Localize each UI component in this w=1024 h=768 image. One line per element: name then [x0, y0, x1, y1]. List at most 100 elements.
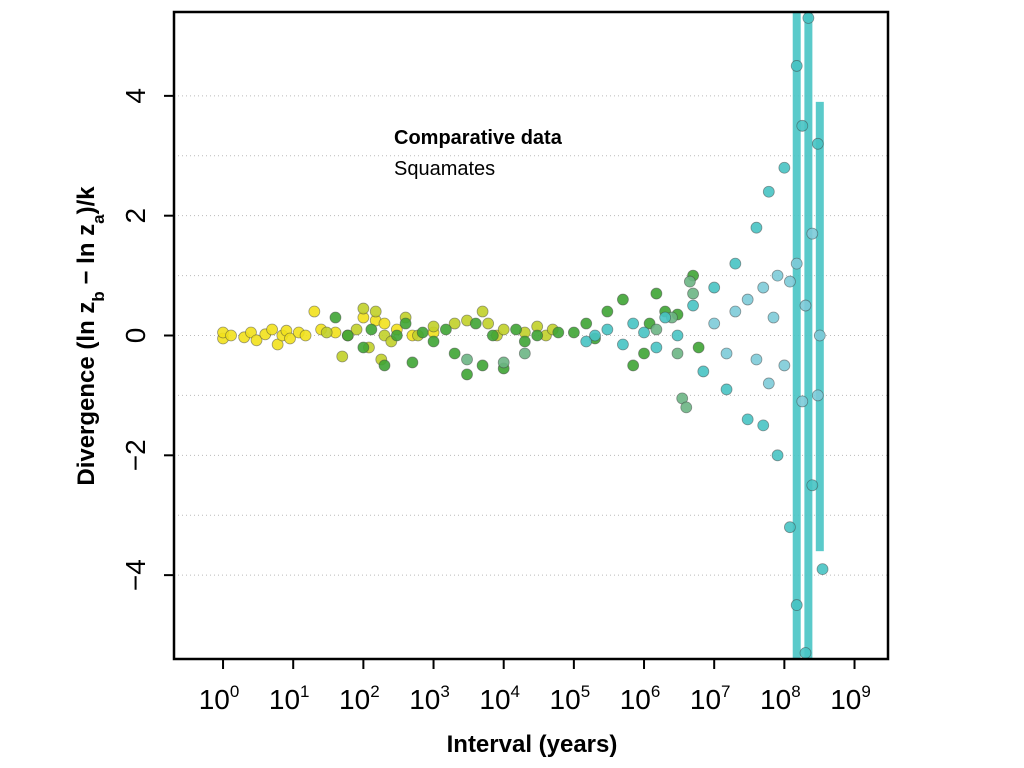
- y-axis-title-sub-b: b: [89, 291, 108, 301]
- data-point: [729, 257, 742, 270]
- data-point: [461, 368, 473, 381]
- data-point: [720, 347, 733, 360]
- data-point: [638, 326, 650, 339]
- data-point: [802, 12, 815, 24]
- data-point: [683, 275, 696, 288]
- data-point: [427, 335, 440, 348]
- data-point: [284, 332, 296, 345]
- data-point: [617, 293, 629, 306]
- data-point: [271, 338, 284, 351]
- x-tick-label: 108: [760, 682, 801, 715]
- data-point: [601, 323, 614, 336]
- data-point: [369, 305, 382, 318]
- data-point: [767, 311, 780, 324]
- data-point: [771, 449, 784, 462]
- data-point: [708, 317, 721, 330]
- data-point: [811, 137, 824, 150]
- data-point: [406, 356, 419, 369]
- data-band: [792, 12, 801, 659]
- data-point: [757, 419, 770, 432]
- data-point: [750, 221, 763, 234]
- data-point: [627, 317, 640, 330]
- data-point: [497, 323, 510, 336]
- x-tick-label: 109: [830, 682, 871, 715]
- data-point: [469, 317, 482, 330]
- data-point: [638, 347, 650, 360]
- y-axis-title: Divergence (ln zb − ln za)/k: [73, 186, 108, 486]
- x-tick-label: 107: [690, 682, 731, 715]
- y-axis-title-part3: )/k: [73, 186, 100, 215]
- data-point: [320, 326, 333, 339]
- data-point: [350, 323, 363, 336]
- data-point: [299, 329, 312, 342]
- x-tick-label: 105: [550, 682, 591, 715]
- x-axis: 100 101 102 103 104 105 106 107 108 109: [199, 659, 871, 715]
- y-tick-label: 2: [120, 208, 151, 224]
- data-point: [790, 257, 803, 270]
- data-point: [476, 305, 489, 318]
- x-tick-label: 100: [199, 682, 240, 715]
- data-point: [589, 329, 601, 342]
- data-point: [659, 311, 672, 324]
- data-point: [799, 647, 812, 659]
- data-point: [741, 293, 754, 306]
- data-point: [806, 479, 819, 492]
- data-band: [815, 101, 824, 552]
- data-point: [671, 329, 684, 342]
- data-point: [720, 383, 733, 396]
- x-tick-label: 106: [620, 682, 661, 715]
- data-point: [778, 161, 791, 174]
- data-point: [697, 365, 710, 378]
- data-point: [796, 119, 809, 132]
- data-point: [510, 323, 522, 336]
- data-point: [439, 323, 452, 336]
- data-point: [580, 317, 593, 330]
- annotation-subtitle: Squamates: [394, 158, 495, 180]
- data-point: [692, 341, 705, 354]
- data-point: [816, 563, 829, 576]
- data-point: [771, 269, 784, 282]
- data-point: [627, 359, 640, 372]
- data-point: [416, 326, 429, 339]
- data-point: [461, 353, 473, 366]
- data-point: [518, 347, 531, 360]
- y-axis-title-sub-a: a: [89, 214, 108, 224]
- x-axis-title: Interval (years): [447, 731, 618, 758]
- data-point: [518, 335, 531, 348]
- data-point: [687, 287, 699, 300]
- y-tick-label: −4: [120, 559, 151, 591]
- data-point: [580, 335, 593, 348]
- y-axis-title-part2: − ln z: [73, 224, 100, 291]
- data-point: [357, 341, 370, 354]
- y-axis: −4 −2 0 2 4: [120, 88, 174, 591]
- data-point: [225, 329, 237, 342]
- data-point: [390, 329, 403, 342]
- data-point: [741, 413, 754, 426]
- data-point: [448, 317, 461, 330]
- data-point: [341, 329, 354, 342]
- data-point: [750, 353, 763, 366]
- data-point: [427, 320, 440, 333]
- data-point: [680, 401, 693, 414]
- data-point: [378, 317, 391, 330]
- data-point: [531, 329, 544, 342]
- data-point: [336, 350, 349, 363]
- y-tick-label: 0: [120, 328, 151, 344]
- data-point: [796, 395, 809, 408]
- data-point: [486, 329, 499, 342]
- data-point: [378, 359, 391, 372]
- data-point: [806, 227, 819, 240]
- data-point: [784, 521, 796, 534]
- data-point: [448, 347, 461, 360]
- x-tick-label: 102: [339, 682, 380, 715]
- data-point: [617, 338, 629, 351]
- annotation-title: Comparative data: [394, 127, 563, 149]
- data-bands: [792, 12, 824, 659]
- data-point: [757, 281, 770, 294]
- x-tick-label: 101: [269, 682, 310, 715]
- data-point: [552, 326, 565, 339]
- data-band: [804, 12, 813, 659]
- x-tick-label: 104: [479, 682, 520, 715]
- data-point: [784, 275, 796, 288]
- data-point: [729, 305, 742, 318]
